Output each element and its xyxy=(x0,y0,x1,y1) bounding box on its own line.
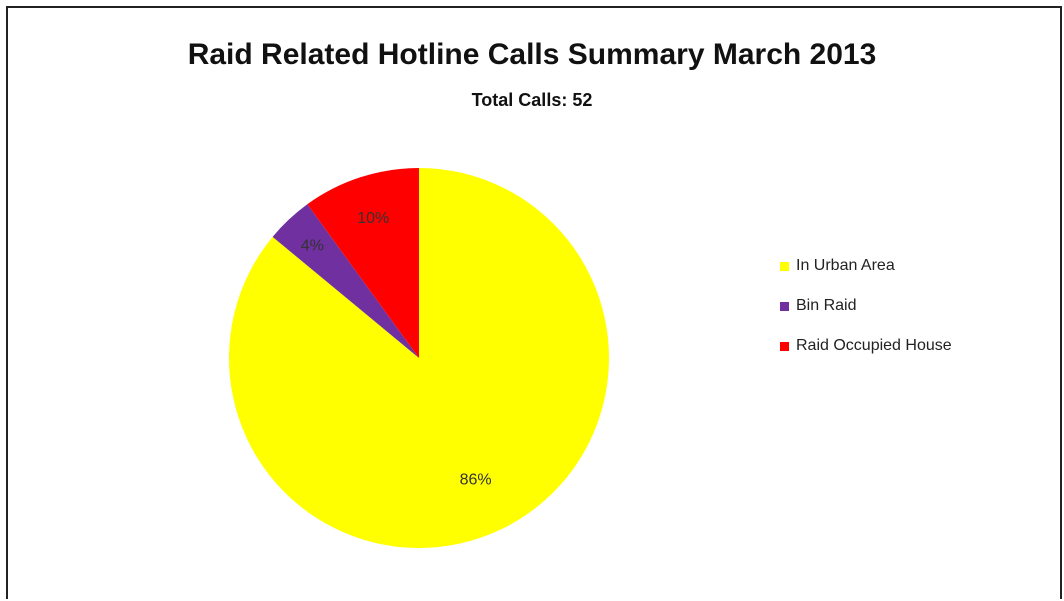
legend-item-bin-raid: Bin Raid xyxy=(780,296,952,316)
data-label: 86% xyxy=(460,471,492,488)
legend-label: Bin Raid xyxy=(796,297,856,315)
legend-item-in-urban-area: In Urban Area xyxy=(780,256,952,276)
legend-label: In Urban Area xyxy=(796,257,895,275)
data-label: 4% xyxy=(301,237,324,254)
data-label: 10% xyxy=(357,210,389,227)
legend-swatch xyxy=(780,302,789,311)
legend: In Urban Area Bin Raid Raid Occupied Hou… xyxy=(780,256,952,376)
legend-item-raid-occupied-house: Raid Occupied House xyxy=(780,336,952,356)
legend-swatch xyxy=(780,262,789,271)
legend-label: Raid Occupied House xyxy=(796,337,952,355)
legend-swatch xyxy=(780,342,789,351)
